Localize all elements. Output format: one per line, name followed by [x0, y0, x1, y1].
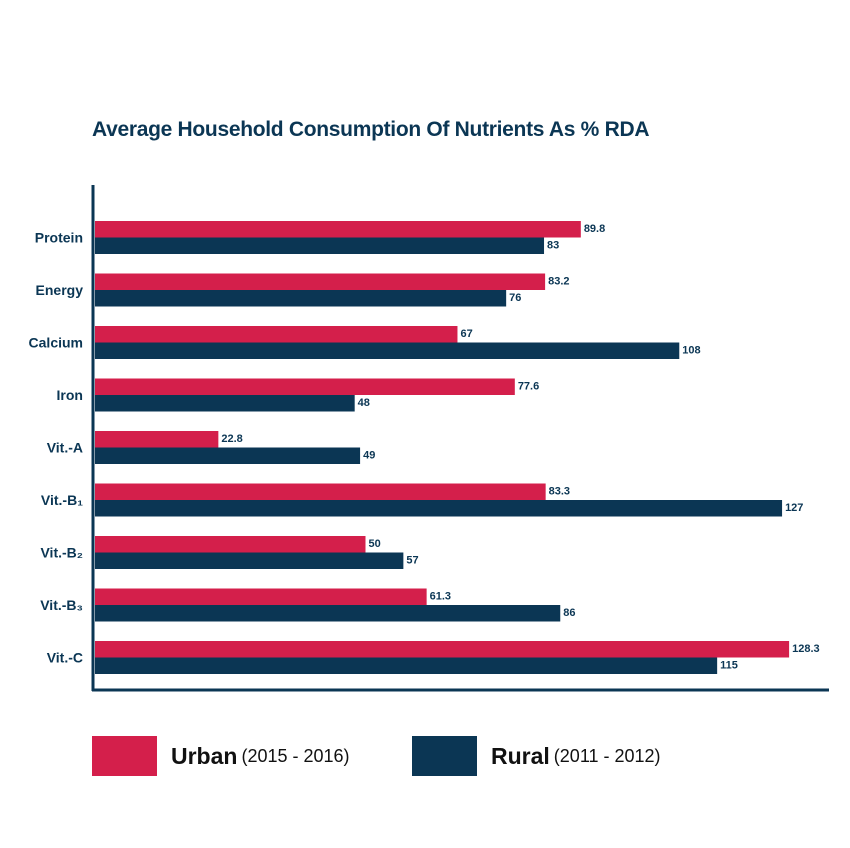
- data-label: 22.8: [221, 433, 242, 445]
- data-label: 57: [406, 555, 418, 567]
- data-label: 48: [358, 397, 370, 409]
- category-label: Iron: [57, 387, 83, 403]
- data-label: 83: [547, 240, 559, 252]
- bar-urban: [95, 431, 219, 448]
- chart-title: Average Household Consumption Of Nutrien…: [92, 118, 650, 141]
- data-label: 67: [460, 328, 472, 340]
- category-label: Vit.-B₃: [40, 597, 83, 613]
- legend-item-rural: Rural (2011 - 2012): [412, 736, 661, 776]
- legend-label-rural: Rural: [491, 742, 550, 769]
- category-label: Vit.-A: [47, 440, 83, 456]
- bar-urban: [95, 221, 581, 238]
- data-label: 86: [563, 607, 575, 619]
- legend-swatch-urban: [92, 736, 157, 776]
- data-label: 49: [363, 450, 375, 462]
- bar-rural: [95, 447, 361, 464]
- data-label: 76: [509, 292, 521, 304]
- bar-urban: [95, 536, 366, 553]
- data-label: 83.2: [548, 276, 569, 288]
- bar-urban: [95, 273, 546, 290]
- legend-period-urban: (2015 - 2016): [241, 745, 350, 766]
- bar-urban: [95, 326, 458, 343]
- data-label: 108: [682, 345, 700, 357]
- bar-rural: [95, 605, 561, 622]
- data-label: 61.3: [430, 591, 451, 603]
- data-label: 50: [369, 538, 381, 550]
- bar-urban: [95, 483, 546, 500]
- bar-rural: [95, 552, 404, 569]
- category-label: Protein: [35, 230, 83, 246]
- bar-rural: [95, 395, 355, 412]
- data-label: 128.3: [792, 643, 820, 655]
- category-label: Vit.-B₂: [40, 545, 83, 561]
- bar-urban: [95, 641, 790, 658]
- bar-rural: [95, 500, 783, 517]
- data-label: 115: [720, 660, 738, 672]
- data-label: 127: [785, 502, 803, 514]
- category-label: Vit.-B₁: [41, 492, 83, 508]
- bar-rural: [95, 290, 507, 307]
- bar-rural: [95, 657, 718, 674]
- bar-rural: [95, 342, 680, 359]
- category-label: Vit.-C: [47, 650, 83, 666]
- bar-urban: [95, 588, 427, 605]
- category-label: Energy: [36, 282, 84, 298]
- bar-rural: [95, 237, 545, 254]
- category-label: Calcium: [29, 335, 83, 351]
- data-label: 77.6: [518, 381, 539, 393]
- legend-label-urban: Urban: [171, 742, 238, 769]
- legend-period-rural: (2011 - 2012): [553, 745, 661, 766]
- data-label: 89.8: [584, 223, 605, 235]
- legend-item-urban: Urban (2015 - 2016): [92, 736, 350, 776]
- legend-swatch-rural: [412, 736, 477, 776]
- bar-urban: [95, 378, 515, 395]
- data-label: 83.3: [549, 486, 570, 498]
